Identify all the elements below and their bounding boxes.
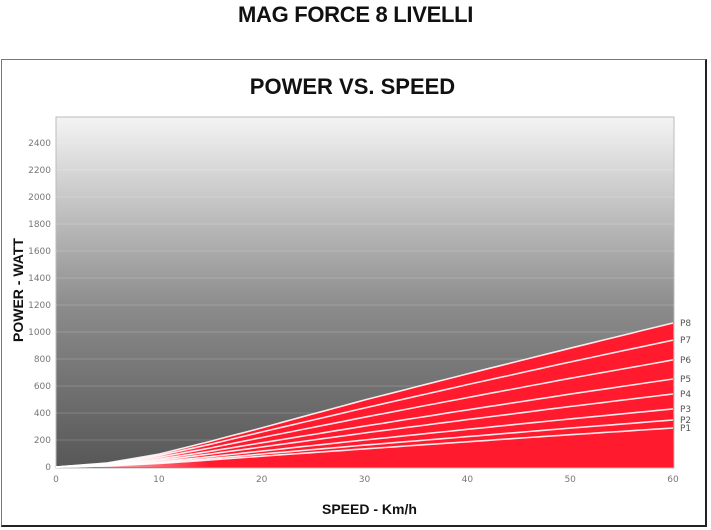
x-tick-label: 0 (53, 475, 59, 485)
y-tick-label: 600 (34, 382, 51, 392)
y-tick-label: 2000 (28, 193, 51, 203)
y-tick-label: 0 (45, 463, 51, 473)
y-tick-label: 1600 (28, 247, 51, 257)
power-areas (55, 322, 674, 468)
series-label-p6: P6 (680, 356, 691, 366)
y-tick-label: 2200 (28, 166, 51, 176)
x-tick-label: 40 (462, 475, 474, 485)
power-area-fill (56, 323, 673, 467)
chart-title: POWER VS. SPEED (249, 74, 456, 99)
x-tick-label: 50 (564, 475, 576, 485)
origin-fade (56, 441, 211, 467)
y-tick-label: 200 (34, 436, 51, 446)
y-tick-label: 800 (34, 355, 51, 365)
y-axis-ticks: 0 200 400 600 800 1000 1200 1400 1600 1800 2000 220… (28, 139, 51, 473)
main-title: MAG FORCE 8 LIVELLI (237, 2, 474, 27)
series-label-p1: P1 (680, 424, 691, 434)
x-tick-label: 60 (667, 475, 679, 485)
y-tick-label: 1200 (28, 301, 51, 311)
series-label-p7: P7 (680, 336, 691, 346)
y-axis-label: POWER - WATT (9, 238, 26, 342)
y-tick-label: 1800 (28, 220, 51, 230)
series-label-p4: P4 (680, 390, 691, 400)
y-tick-label: 1000 (28, 328, 51, 338)
y-tick-label: 400 (34, 409, 51, 419)
x-tick-label: 10 (153, 475, 165, 485)
y-tick-label: 1400 (28, 274, 51, 284)
x-tick-label: 20 (256, 475, 268, 485)
y-tick-label: 2400 (28, 139, 51, 149)
series-label-p2: P2 (680, 416, 691, 426)
x-axis-ticks: 0 10 20 30 40 50 60 (53, 475, 679, 485)
x-tick-label: 30 (359, 475, 371, 485)
series-label-p8: P8 (680, 319, 691, 329)
series-label-p3: P3 (680, 405, 691, 415)
series-label-p5: P5 (680, 375, 691, 385)
x-axis-label: SPEED - Km/h (322, 501, 417, 517)
